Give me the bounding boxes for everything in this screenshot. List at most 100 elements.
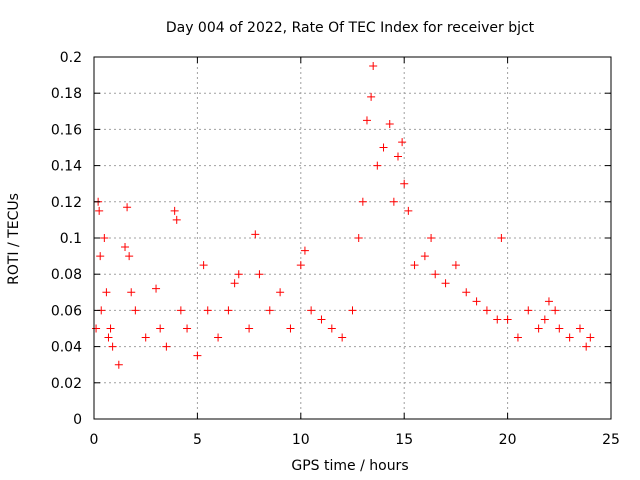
data-point [300,246,309,255]
data-point [96,252,105,261]
data-point [95,206,104,215]
data-point [493,315,502,324]
data-point [121,243,130,252]
data-point [462,288,471,297]
data-point [127,288,136,297]
data-point [265,306,274,315]
data-point [183,324,192,333]
y-tick-label: 0.06 [51,303,82,319]
x-tick-label: 25 [602,432,620,448]
data-point [255,270,264,279]
ticks: 0 5 10 15 20 25 0 0.02 0.04 0.06 0.08 0.1 0.12 0.14 0.… [51,50,620,448]
data-point [497,234,506,242]
data-point [234,270,243,279]
data-point [156,324,165,333]
data-point [400,179,409,188]
data-point [420,252,429,261]
data-point [296,261,305,270]
data-point [317,315,326,324]
data-point [534,324,543,333]
y-tick-label: 0.1 [60,231,82,247]
data-point [338,333,347,342]
data-point [513,333,522,342]
data-point [472,297,481,306]
data-point [286,324,295,333]
data-point [108,342,117,351]
y-tick-label: 0.04 [51,340,82,356]
data-point [141,333,150,342]
y-tick-label: 0 [73,412,82,428]
data-point [276,288,285,297]
data-point [162,342,171,351]
x-axis-label: GPS time / hours [291,458,408,474]
x-tick-label: 10 [292,432,310,448]
data-point [230,279,239,288]
x-tick-label: 15 [395,432,413,448]
data-point [379,143,388,152]
data-point [362,116,371,125]
data-point [565,333,574,342]
data-point [193,351,202,360]
data-point [251,230,260,239]
data-point [540,315,549,324]
data-point [524,306,533,315]
data-point [172,215,181,224]
y-tick-label: 0.2 [60,50,82,66]
y-tick-label: 0.16 [51,122,82,138]
data-point [123,203,132,212]
data-point [385,119,394,128]
data-point [431,270,440,279]
data-point [367,92,376,101]
data-point [199,261,208,270]
data-point [373,161,382,170]
y-axis-label: ROTI / TECUs [6,193,22,285]
data-point [224,306,233,315]
data-point [106,324,115,333]
data-point [100,234,109,242]
data-point [176,306,185,315]
y-tick-label: 0.02 [51,376,82,392]
data-point [586,333,595,342]
data-point [152,284,161,293]
data-point [398,138,407,147]
data-point [551,306,560,315]
data-point [575,324,584,333]
data-point [92,324,101,333]
data-point [410,261,419,270]
y-tick-label: 0.14 [51,159,82,175]
data-point [354,234,363,242]
data-point [104,333,113,342]
data-point [544,297,553,306]
data-point [503,315,512,324]
data-point [451,261,460,270]
data-point [102,288,111,297]
data-point [245,324,254,333]
data-point [170,206,179,215]
data-point [348,306,357,315]
x-tick-label: 20 [499,432,517,448]
x-tick-label: 0 [90,432,99,448]
data-point [369,62,378,71]
data-point [441,279,450,288]
x-tick-label: 5 [193,432,202,448]
data-point [427,234,436,242]
data-point [203,306,212,315]
y-tick-label: 0.12 [51,195,82,211]
data-point [482,306,491,315]
data-point [389,197,398,206]
data-point [131,306,140,315]
chart-title: Day 004 of 2022, Rate Of TEC Index for r… [166,20,535,36]
data-point [393,152,402,161]
data-point [358,197,367,206]
y-tick-label: 0.08 [51,267,82,283]
data-point [404,206,413,215]
data-point [114,360,123,369]
data-point [307,306,316,315]
data-point [125,252,134,261]
data-point [327,324,336,333]
y-tick-label: 0.18 [51,86,82,102]
data-point [555,324,564,333]
data-point [582,342,591,351]
